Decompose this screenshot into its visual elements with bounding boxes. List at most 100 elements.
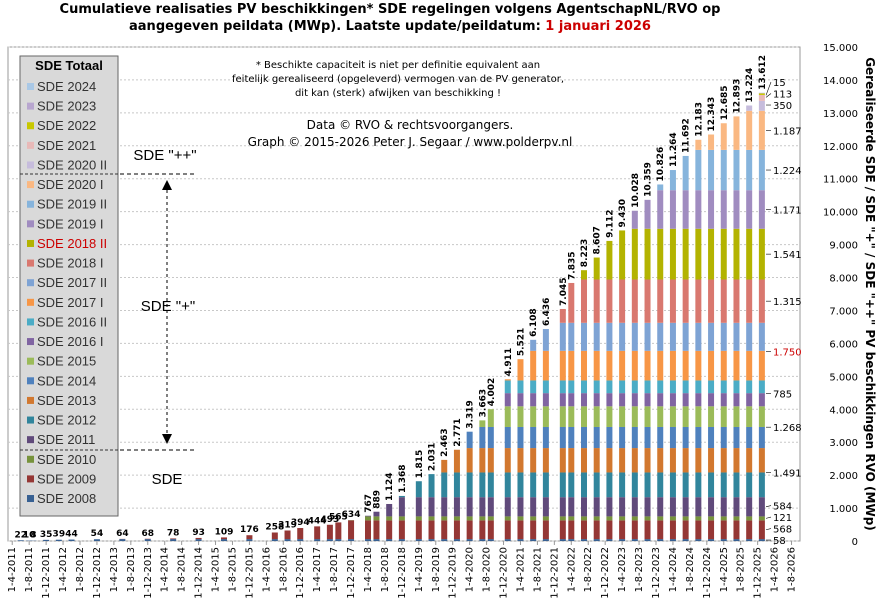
end-label: 584	[773, 502, 792, 513]
y-tick-label: 12.000	[823, 142, 858, 153]
bar-segment	[335, 539, 342, 541]
bar-segment	[581, 279, 587, 323]
bar-segment	[365, 515, 371, 517]
bar-segment	[144, 539, 151, 541]
bar-segment	[733, 228, 740, 280]
bar-segment	[373, 539, 380, 541]
bar-segment	[386, 516, 393, 521]
bar-segment	[441, 497, 448, 517]
bar-segment	[504, 380, 511, 394]
x-tick-label: 1-8-2017	[329, 547, 340, 592]
bar-segment	[758, 279, 765, 323]
bar-segment	[271, 532, 278, 540]
bar-segment	[657, 393, 664, 407]
bar-segment	[669, 350, 676, 381]
legend-swatch	[27, 298, 34, 306]
end-leader	[765, 81, 772, 96]
bar-segment	[43, 539, 50, 541]
end-label: 1.750	[773, 348, 802, 359]
bar-segment	[682, 497, 689, 517]
bar-segment	[669, 516, 676, 521]
bar-segment	[593, 406, 600, 427]
y-tick-label: 13.000	[823, 109, 858, 120]
bar-segment	[568, 350, 575, 381]
bar-segment	[504, 426, 511, 449]
bar-segment	[504, 393, 511, 407]
bar-segment	[568, 406, 575, 427]
total-label: 10.826	[656, 147, 666, 182]
bar-segment	[373, 511, 380, 517]
bar-segment	[559, 322, 566, 351]
bar-segment	[479, 472, 486, 498]
bar-segment	[568, 393, 575, 407]
bar-segment	[708, 497, 715, 517]
legend-swatch	[27, 141, 34, 149]
x-tick-label: 1-12-2018	[397, 547, 408, 599]
bar-segment	[708, 448, 715, 473]
bar-segment	[695, 393, 702, 407]
bar-segment	[517, 426, 524, 449]
bar-segment	[657, 228, 664, 280]
total-label: 3.319	[466, 400, 476, 428]
bar-segment	[398, 497, 405, 517]
bar-segment	[428, 520, 435, 540]
bar-segment	[720, 520, 727, 540]
x-tick-label: 1-12-2025	[753, 547, 764, 599]
legend-swatch	[27, 318, 34, 326]
legend-label: SDE 2019 I	[37, 216, 104, 231]
bar-segment	[708, 520, 715, 540]
x-tick-label: 1-4-2026	[770, 547, 781, 592]
bar-segment	[559, 539, 566, 541]
bar-segment	[559, 520, 566, 540]
bar-segment	[631, 472, 638, 498]
bar-segment	[398, 495, 405, 498]
bar-segment	[746, 539, 753, 541]
bar-segment	[682, 279, 689, 323]
x-tick-label: 1-12-2021	[549, 547, 560, 599]
bar-segment	[708, 406, 715, 427]
x-tick-label: 1-8-2013	[126, 547, 137, 592]
bar-segment	[746, 393, 753, 407]
bar-segment	[619, 539, 626, 541]
bar-segment	[221, 537, 227, 540]
bar-segment	[428, 539, 435, 541]
bar-segment	[559, 426, 566, 449]
bar-segment	[682, 322, 689, 351]
bar-segment	[657, 322, 664, 351]
x-tick-label: 1-12-2012	[92, 547, 103, 599]
total-label: 767	[364, 494, 374, 513]
bar-segment	[682, 393, 689, 407]
bar-segment	[487, 426, 494, 449]
bar-segment	[195, 537, 202, 540]
note: * Beschikte capaciteit is niet per defin…	[256, 60, 540, 71]
bar-segment	[619, 350, 626, 381]
bar-segment	[517, 539, 524, 541]
bar-segment	[644, 279, 651, 323]
legend-label: SDE 2013	[37, 393, 96, 408]
bar-segment	[530, 472, 537, 498]
bar-segment	[606, 350, 613, 381]
legend-swatch	[27, 102, 34, 110]
bar-segment	[657, 279, 664, 323]
bar-segment	[695, 539, 702, 541]
x-tick-label: 1-4-2015	[211, 547, 222, 592]
bar-segment	[746, 105, 753, 111]
bar-segment	[487, 539, 494, 541]
total-label: 1.124	[385, 473, 395, 501]
legend-swatch	[27, 220, 34, 228]
bar-segment	[504, 497, 511, 517]
bar-segment	[746, 190, 753, 229]
bar-segment	[428, 516, 435, 521]
x-tick-label: 1-8-2014	[177, 547, 188, 592]
bar-segment	[644, 393, 651, 407]
bar-segment	[695, 520, 702, 540]
bar-segment	[708, 393, 715, 407]
bar-segment	[758, 516, 765, 521]
bar-segment	[644, 497, 651, 517]
bar-segment	[695, 350, 702, 381]
bar-segment	[326, 539, 333, 541]
bar-segment	[581, 497, 587, 517]
bar-segment	[657, 350, 664, 381]
bar-segment	[195, 539, 202, 541]
bar-segment	[682, 520, 689, 540]
